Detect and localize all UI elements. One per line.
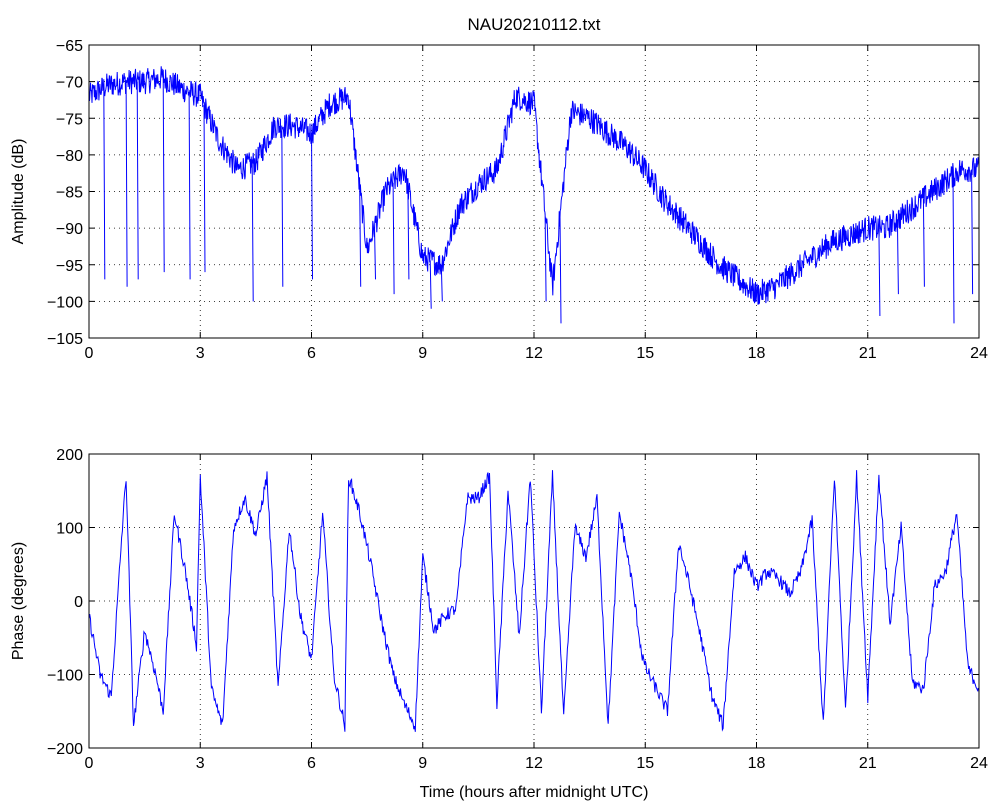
amplitude-axes: NAU20210112.txt 0 3 6 9 12 15 18 21 24 −65 −70 −75… [10,15,988,362]
amplitude-traces [89,66,979,324]
y-tick-label: −90 [56,221,83,238]
phase-y-tick-labels: 200 100 0 −100 −200 [47,447,83,758]
data-series-line [89,66,979,324]
phase-axes: 0 3 6 9 12 15 18 21 24 200 100 0 −100 −200 Phase (de… [10,447,988,801]
x-tick-label: 9 [418,755,427,772]
x-tick-label: 15 [636,755,654,772]
x-tick-label: 24 [970,755,988,772]
x-tick-label: 3 [196,345,205,362]
phase-traces [89,470,979,732]
amplitude-chart-title: NAU20210112.txt [468,15,601,34]
x-tick-label: 0 [85,345,94,362]
y-tick-label: −105 [47,331,83,348]
x-tick-label: 18 [748,755,766,772]
x-tick-label: 21 [859,755,877,772]
x-tick-label: 3 [196,755,205,772]
x-tick-label: 6 [307,345,316,362]
x-tick-label: 6 [307,755,316,772]
x-tick-label: 21 [859,345,877,362]
y-tick-label: −100 [47,294,83,311]
y-tick-label: 100 [56,521,83,538]
y-tick-label: −100 [47,668,83,685]
x-tick-label: 18 [748,345,766,362]
x-tick-label: 9 [418,345,427,362]
y-tick-label: −200 [47,741,83,758]
phase-x-axis-label: Time (hours after midnight UTC) [420,784,649,801]
amplitude-y-axis-label: Amplitude (dB) [10,139,27,245]
phase-y-axis-label: Phase (degrees) [10,542,27,660]
y-tick-label: −65 [56,38,83,55]
amplitude-y-tick-labels: −65 −70 −75 −80 −85 −90 −95 −100 −105 [47,38,83,348]
phase-ticks [88,453,980,749]
y-tick-label: 200 [56,447,83,464]
amplitude-grid [89,45,979,338]
x-tick-label: 12 [525,345,543,362]
amplitude-ticks [88,44,980,339]
y-tick-label: 0 [74,594,83,611]
y-tick-label: −80 [56,148,83,165]
x-tick-label: 0 [85,755,94,772]
x-tick-label: 12 [525,755,543,772]
data-series-line [89,470,979,732]
phase-x-tick-labels: 0 3 6 9 12 15 18 21 24 [85,755,988,772]
y-tick-label: −85 [56,185,83,202]
y-tick-label: −70 [56,75,83,92]
y-tick-label: −75 [56,111,83,128]
amplitude-x-tick-labels: 0 3 6 9 12 15 18 21 24 [85,345,988,362]
x-tick-label: 15 [636,345,654,362]
y-tick-label: −95 [56,258,83,275]
x-tick-label: 24 [970,345,988,362]
